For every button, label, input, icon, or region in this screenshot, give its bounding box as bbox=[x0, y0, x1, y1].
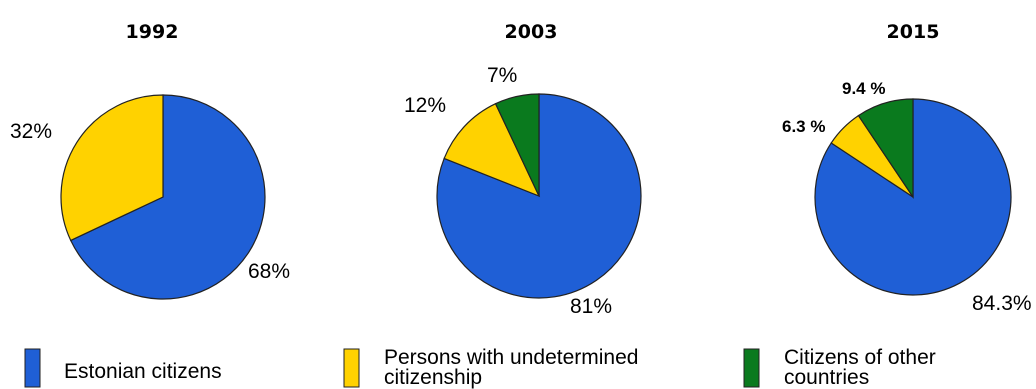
data-label: 9.4 % bbox=[842, 79, 885, 98]
legend-swatch bbox=[743, 348, 760, 388]
pie-chart-2003: 2003 81% 12% 7% bbox=[404, 21, 642, 318]
legend-label: citizenship bbox=[384, 366, 482, 389]
pie-chart-1992: 1992 68% 32% bbox=[10, 21, 290, 300]
chart-title: 2003 bbox=[505, 21, 558, 43]
data-label: 32% bbox=[10, 120, 52, 143]
legend-swatch bbox=[24, 348, 41, 388]
chart-title: 2015 bbox=[887, 21, 940, 43]
legend-label: Citizens of other bbox=[784, 346, 936, 369]
legend-label: Persons with undetermined bbox=[384, 346, 638, 369]
data-label: 6.3 % bbox=[782, 117, 825, 136]
legend-item-estonian-citizens: Estonian citizens bbox=[24, 348, 222, 388]
pie-chart-2015: 2015 84.3% 6.3 % 9.4 % bbox=[782, 21, 1032, 315]
data-label: 81% bbox=[570, 295, 612, 318]
pie-slice-citizens-of-other-countries bbox=[494, 93, 540, 197]
data-label: 68% bbox=[248, 260, 290, 283]
legend-label: Estonian citizens bbox=[64, 360, 222, 383]
chart-title: 1992 bbox=[126, 21, 179, 43]
legend-label: countries bbox=[784, 366, 869, 389]
data-label: 7% bbox=[487, 64, 517, 87]
pie-slice-estonian-citizens bbox=[814, 98, 1012, 296]
data-label: 12% bbox=[404, 94, 446, 117]
pie-slice-citizens-of-other-countries bbox=[857, 98, 914, 199]
pie-slice-persons-with-undetermined-citizenship bbox=[60, 94, 164, 242]
legend: Estonian citizens Persons with undetermin… bbox=[24, 346, 936, 389]
pie-slice-estonian-citizens bbox=[69, 94, 266, 300]
data-label: 84.3% bbox=[972, 292, 1032, 315]
legend-swatch bbox=[343, 348, 360, 388]
pie-slice-persons-with-undetermined-citizenship bbox=[443, 102, 541, 198]
